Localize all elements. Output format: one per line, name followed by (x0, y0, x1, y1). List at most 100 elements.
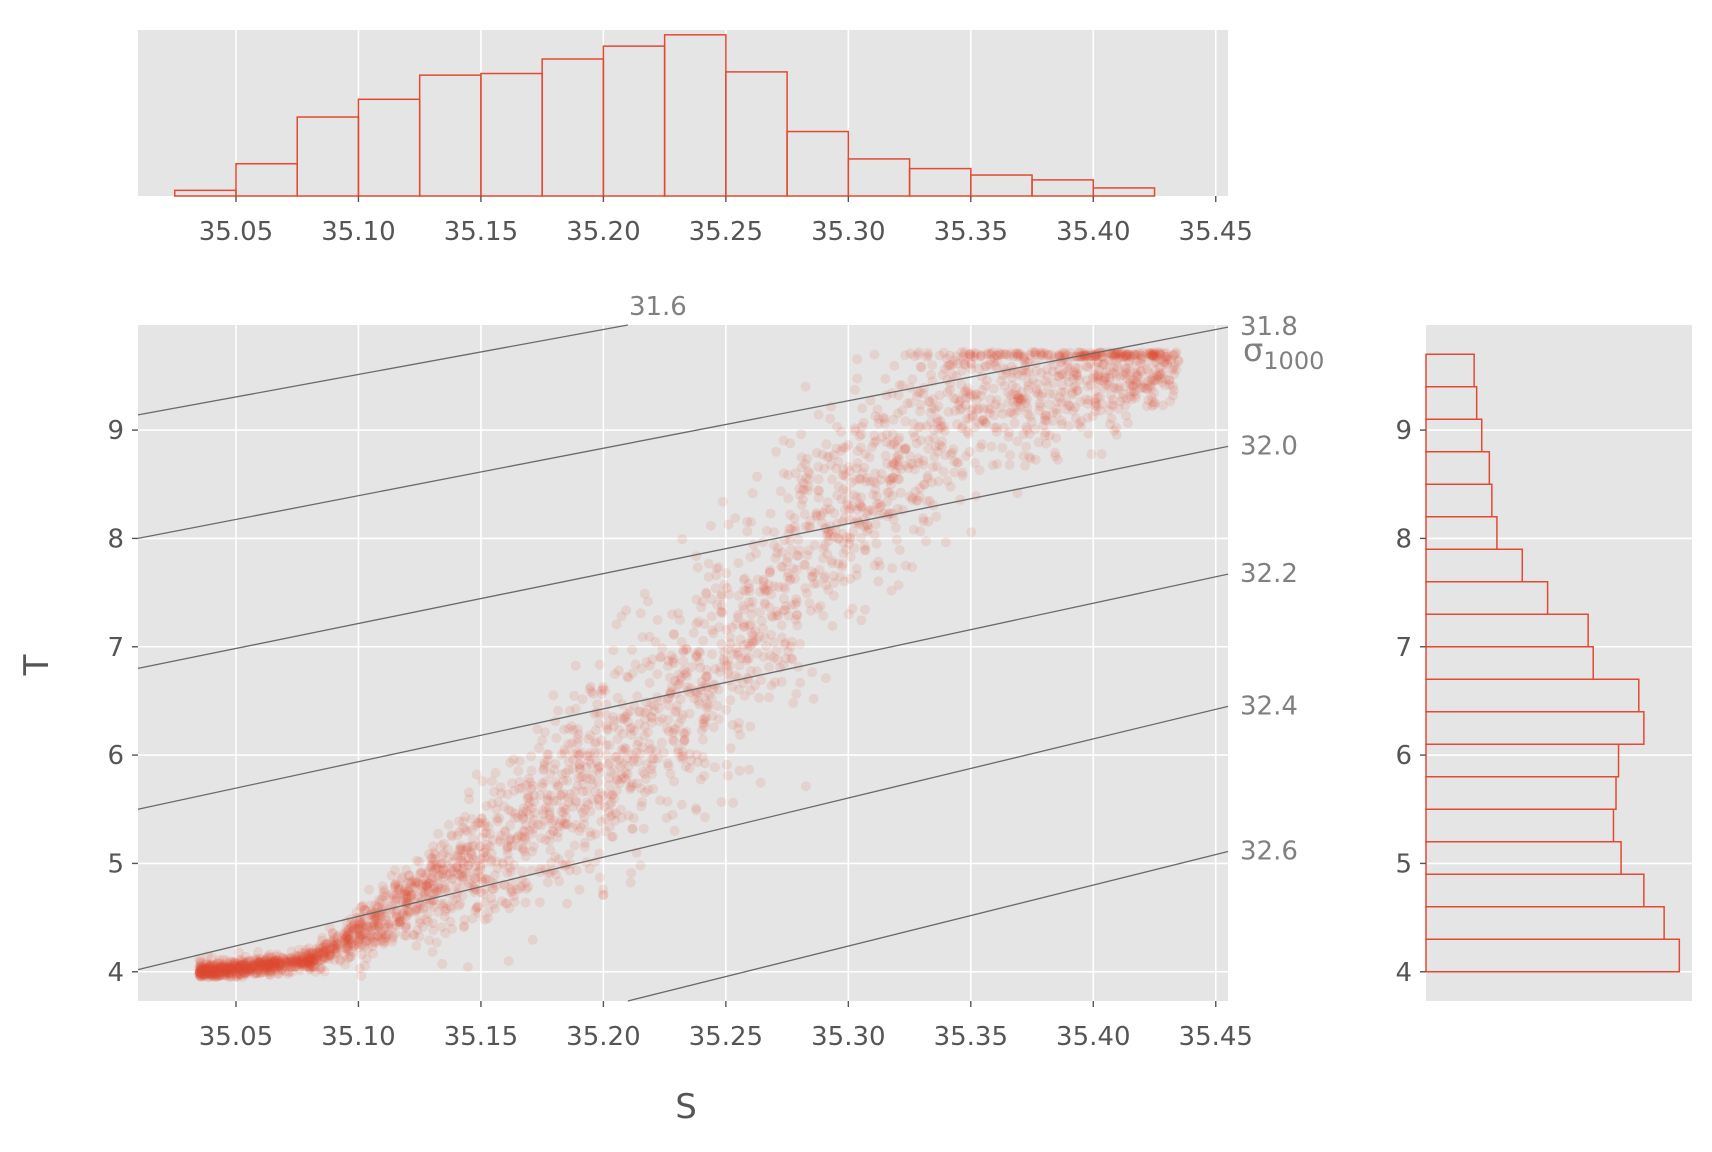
scatter-point (907, 374, 918, 385)
scatter-point (539, 815, 549, 826)
scatter-point (247, 961, 258, 972)
scatter-point (1043, 350, 1054, 360)
scatter-point (1060, 348, 1071, 358)
scatter-point (1147, 401, 1158, 411)
scatter-point (679, 728, 690, 739)
scatter-point (1113, 384, 1124, 395)
scatter-point (230, 957, 241, 968)
scatter-point (684, 708, 695, 719)
scatter-point (535, 863, 546, 874)
scatter-point (909, 464, 920, 475)
scatter-point (841, 471, 851, 482)
scatter-point (227, 965, 237, 976)
scatter-point (342, 943, 353, 954)
scatter-point (252, 960, 263, 971)
scatter-point (1003, 431, 1014, 442)
scatter-point (869, 430, 880, 441)
scatter-point (495, 782, 506, 793)
scatter-point (743, 638, 753, 649)
scatter-point (466, 813, 477, 824)
scatter-point (1004, 407, 1015, 418)
scatter-point (818, 553, 829, 564)
scatter-point (455, 898, 466, 909)
scatter-point (224, 959, 235, 970)
scatter-point (837, 470, 848, 481)
scatter-point (716, 591, 727, 602)
scatter-point (511, 834, 522, 845)
right-y-tick-label: 7 (1395, 633, 1412, 663)
scatter-point (860, 544, 871, 555)
scatter-point (934, 440, 945, 451)
scatter-point (837, 559, 848, 569)
scatter-point (657, 643, 668, 654)
isopycnal-line (137, 445, 1229, 670)
scatter-point (1008, 389, 1019, 400)
scatter-point (733, 558, 744, 569)
scatter-point (641, 759, 652, 770)
scatter-point (954, 396, 965, 407)
scatter-point (510, 808, 521, 819)
scatter-point (1063, 376, 1074, 387)
scatter-point (969, 347, 979, 358)
scatter-point (893, 408, 904, 419)
scatter-point (501, 898, 512, 909)
scatter-point (1106, 390, 1116, 401)
scatter-point (239, 962, 250, 973)
scatter-point (588, 794, 599, 805)
scatter-point (663, 760, 674, 771)
scatter-point (968, 351, 979, 362)
scatter-point (897, 380, 907, 391)
scatter-point (368, 921, 379, 932)
scatter-point (795, 638, 806, 649)
scatter-point (268, 957, 279, 968)
scatter-point (245, 963, 256, 974)
scatter-point (991, 395, 1002, 406)
scatter-point (965, 349, 976, 359)
scatter-point (305, 959, 316, 969)
scatter-point (195, 960, 206, 971)
scatter-point (253, 956, 264, 967)
scatter-point (289, 957, 300, 968)
scatter-point (758, 537, 769, 548)
main-y-tick-label: 4 (107, 958, 124, 988)
scatter-point (1090, 394, 1101, 405)
scatter-point (221, 955, 232, 966)
scatter-point (576, 772, 586, 782)
scatter-point (231, 963, 242, 974)
scatter-point (262, 958, 273, 969)
scatter-point (649, 753, 659, 764)
scatter-point (594, 795, 604, 806)
scatter-point (809, 540, 820, 551)
scatter-point (921, 352, 932, 363)
scatter-point (253, 953, 264, 964)
scatter-point (738, 585, 749, 595)
scatter-point (329, 944, 340, 955)
scatter-point (210, 968, 221, 979)
scatter-point (519, 834, 530, 845)
scatter-point (452, 861, 463, 872)
scatter-point (308, 954, 319, 965)
scatter-point (503, 805, 514, 816)
scatter-point (276, 959, 286, 970)
scatter-point (760, 599, 771, 610)
scatter-point (552, 781, 563, 792)
scatter-point (1083, 362, 1093, 373)
scatter-point (495, 834, 506, 845)
scatter-point (513, 830, 524, 841)
scatter-point (778, 435, 789, 446)
scatter-point (559, 820, 569, 831)
scatter-point (542, 794, 553, 805)
scatter-point (676, 713, 687, 724)
scatter-point (520, 851, 531, 862)
scatter-point (1148, 348, 1159, 359)
scatter-point (1128, 386, 1139, 397)
scatter-point (244, 964, 255, 975)
scatter-point (305, 959, 316, 970)
scatter-point (1118, 389, 1129, 400)
scatter-point (942, 361, 953, 372)
main-scatter-panel: 31.631.832.032.232.432.6 35.05 35.10 35.15… (17, 292, 1324, 1127)
scatter-point (202, 968, 213, 979)
scatter-point (381, 930, 391, 941)
scatter-point (682, 681, 693, 692)
scatter-point (721, 759, 732, 770)
